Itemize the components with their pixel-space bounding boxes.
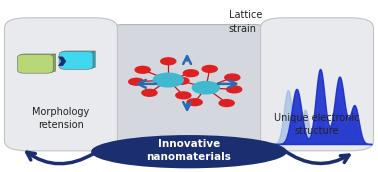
Circle shape [187, 99, 202, 106]
Text: Innovative
nanomaterials: Innovative nanomaterials [147, 139, 231, 162]
Circle shape [227, 86, 242, 93]
Circle shape [225, 74, 240, 81]
Circle shape [176, 92, 191, 99]
Circle shape [135, 66, 150, 73]
Circle shape [192, 82, 220, 94]
FancyArrowPatch shape [284, 150, 349, 163]
Polygon shape [58, 57, 66, 66]
Polygon shape [91, 51, 95, 68]
Text: Lattice
strain: Lattice strain [229, 10, 262, 34]
FancyArrowPatch shape [27, 152, 94, 164]
Circle shape [129, 78, 144, 85]
Text: Morphology
retension: Morphology retension [33, 107, 90, 130]
FancyBboxPatch shape [17, 54, 53, 73]
Polygon shape [51, 54, 56, 72]
Circle shape [183, 70, 198, 77]
Circle shape [142, 89, 157, 96]
FancyBboxPatch shape [260, 18, 373, 151]
Circle shape [161, 58, 176, 65]
FancyBboxPatch shape [5, 18, 118, 151]
Text: Unique electronic
structure: Unique electronic structure [274, 113, 360, 136]
Circle shape [219, 100, 234, 106]
Ellipse shape [91, 135, 287, 168]
Polygon shape [61, 51, 95, 52]
Circle shape [202, 66, 217, 72]
FancyBboxPatch shape [112, 25, 266, 161]
Polygon shape [19, 54, 56, 55]
Circle shape [174, 77, 189, 84]
Circle shape [153, 73, 183, 87]
FancyBboxPatch shape [59, 51, 93, 69]
